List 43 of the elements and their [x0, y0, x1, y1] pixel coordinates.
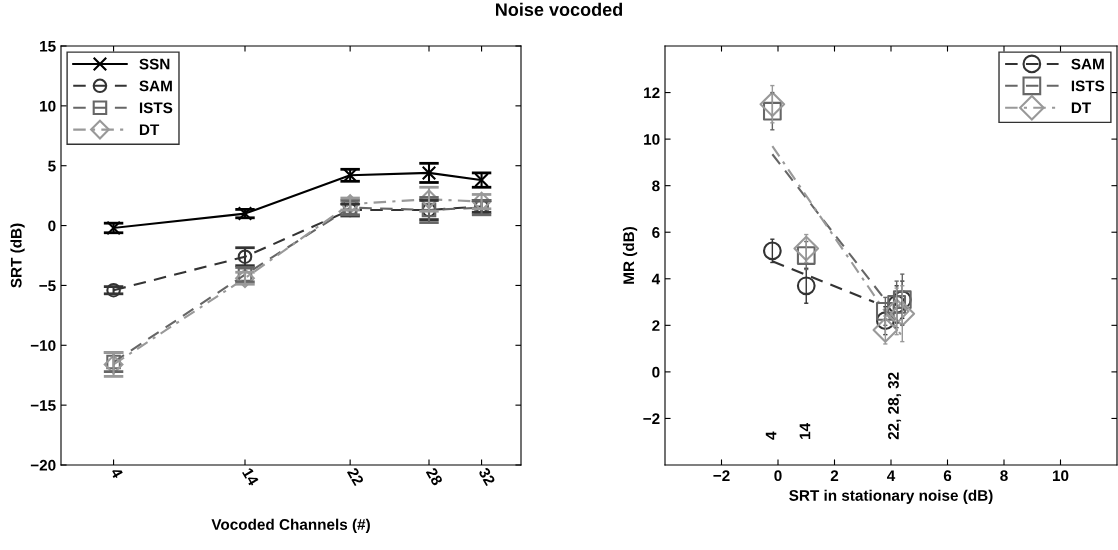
y-tick-label: −10 — [30, 340, 56, 351]
legend-label: ISTS — [1071, 80, 1105, 92]
x-tick-label: 4 — [886, 470, 896, 481]
legend-label: SAM — [139, 80, 172, 92]
x-tick-label: 32 — [478, 466, 496, 487]
y-tick-label: 10 — [40, 100, 56, 112]
x-axis-title: SRT in stationary noise (dB) — [789, 489, 993, 504]
y-tick-label: 12 — [644, 87, 660, 99]
annotation: 14 — [799, 422, 811, 439]
legend-label: SAM — [1071, 58, 1104, 70]
y-tick-label: 6 — [652, 227, 660, 238]
x-tick-label: 22 — [346, 466, 365, 487]
legend-label: DT — [1071, 102, 1092, 114]
y-axis-title: SRT (dB) — [10, 223, 25, 288]
y-tick-label: −5 — [39, 280, 56, 292]
x-tick-label: 2 — [830, 470, 839, 481]
x-tick-label: 8 — [1000, 470, 1008, 482]
y-tick-label: 15 — [40, 41, 56, 52]
x-tick-label: 4 — [110, 466, 124, 480]
annotation: 22, 28, 32 — [888, 372, 902, 440]
legend-label: SSN — [139, 58, 170, 70]
legend-label: ISTS — [139, 102, 173, 114]
legend-label: DT — [139, 124, 160, 135]
x-tick-label: 28 — [425, 466, 444, 487]
x-axis-title: Vocoded Channels (#) — [211, 518, 370, 533]
y-tick-label: −15 — [30, 400, 56, 411]
y-tick-label: 2 — [652, 320, 660, 331]
y-tick-label: 5 — [48, 160, 56, 172]
x-tick-label: 14 — [242, 467, 260, 487]
x-tick-label: 6 — [943, 470, 952, 482]
x-tick-label: −2 — [713, 470, 730, 481]
text: Noise vocoded — [496, 2, 623, 17]
y-tick-label: 0 — [652, 366, 660, 378]
x-tick-label: 0 — [774, 470, 782, 482]
y-tick-label: −20 — [30, 459, 56, 471]
annotation: 4 — [765, 431, 777, 440]
y-tick-label: −2 — [643, 413, 660, 424]
y-tick-label: 8 — [652, 180, 660, 192]
x-tick-label: 10 — [1052, 470, 1069, 482]
y-tick-label: 4 — [651, 273, 661, 285]
y-tick-label: 0 — [48, 220, 56, 232]
y-axis-title: MR (dB) — [622, 226, 638, 284]
y-tick-label: 10 — [644, 133, 660, 145]
